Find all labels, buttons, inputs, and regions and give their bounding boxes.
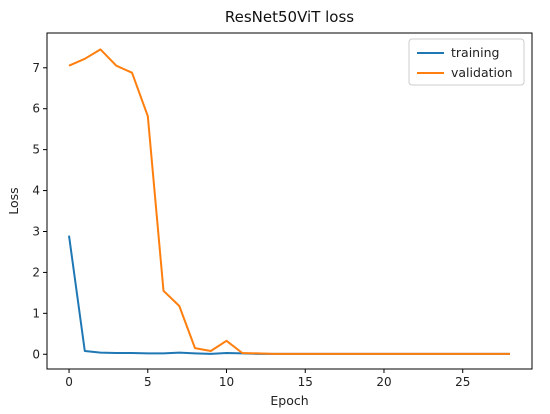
x-tick-label: 25 [455, 375, 470, 389]
x-tick-label: 10 [219, 375, 234, 389]
y-tick-label: 0 [32, 347, 40, 361]
axes [46, 32, 533, 370]
y-tick-label: 4 [32, 184, 40, 198]
series-lines [68, 48, 510, 355]
ticks: 0 5 10 15 20 25 0 1 2 3 4 5 6 7 [32, 61, 470, 389]
chart-title: ResNet50ViT loss [225, 8, 354, 26]
y-tick-label: 2 [32, 265, 40, 279]
y-axis-title: Loss [6, 187, 21, 214]
validation-series-line [68, 48, 510, 355]
plot-frame [46, 32, 533, 370]
y-tick-label: 6 [32, 102, 40, 116]
y-tick-label: 3 [32, 224, 40, 238]
x-tick-label: 0 [65, 375, 73, 389]
legend-label-training: training [451, 45, 499, 60]
x-tick-label: 20 [376, 375, 391, 389]
x-tick-label: 15 [298, 375, 313, 389]
y-tick-label: 7 [32, 61, 40, 75]
x-tick-label: 5 [144, 375, 152, 389]
legend-label-validation: validation [451, 65, 513, 80]
y-tick-label: 1 [32, 306, 40, 320]
training-series-line [68, 235, 510, 355]
y-tick-label: 5 [32, 143, 40, 157]
x-axis-title: Epoch [270, 393, 308, 408]
legend: training validation [408, 38, 525, 86]
